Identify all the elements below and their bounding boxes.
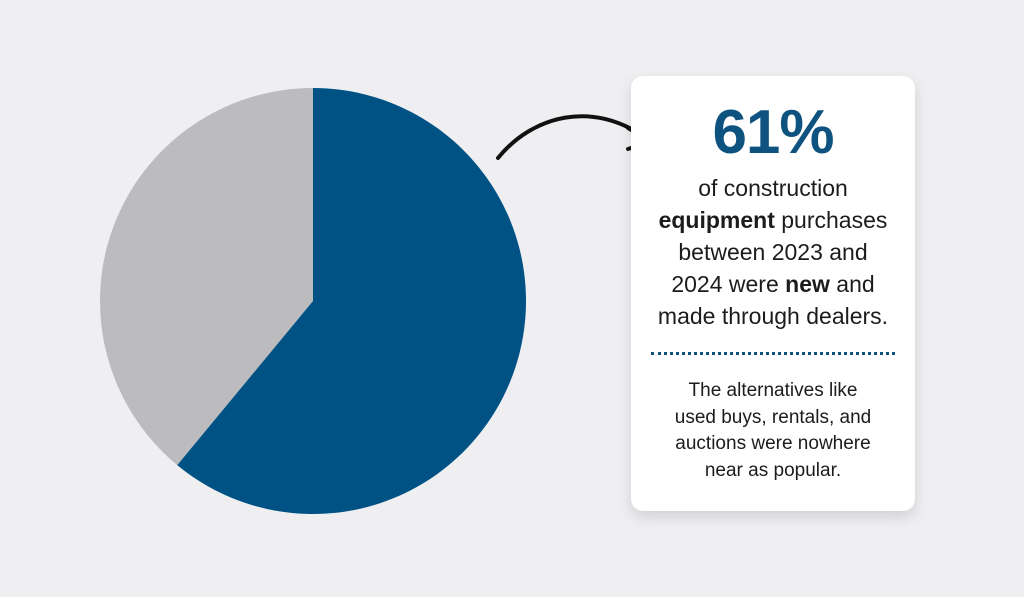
callout-main-text: of construction equipment purchases betw… bbox=[639, 172, 907, 332]
main-line-4: 2024 were new and bbox=[639, 268, 907, 300]
main-line-4-end: and bbox=[829, 271, 875, 297]
main-line-4-start: 2024 were bbox=[671, 271, 786, 297]
callout-card: 61% of construction equipment purchases … bbox=[631, 76, 915, 511]
pie-slice-new-dealer bbox=[177, 88, 526, 514]
headline-percent: 61% bbox=[712, 98, 834, 167]
main-line-5: made through dealers. bbox=[657, 303, 889, 329]
bold-equipment: equipment bbox=[658, 207, 775, 233]
bold-new: new bbox=[785, 271, 830, 297]
note-line-3: auctions were nowhere bbox=[675, 433, 871, 454]
pie-chart bbox=[100, 88, 526, 514]
note-line-4: near as popular. bbox=[704, 459, 842, 481]
pie-slice-remaining bbox=[100, 88, 313, 466]
main-line-1: of construction bbox=[698, 175, 848, 201]
callout-note: The alternatives like used buys, rentals… bbox=[655, 378, 891, 484]
main-line-2-rest: purchases bbox=[774, 207, 888, 233]
dotted-divider bbox=[651, 352, 895, 355]
main-line-3: between 2023 and bbox=[678, 239, 868, 265]
note-line-2: used buys, rentals, and bbox=[674, 406, 872, 428]
main-line-2: equipment purchases bbox=[639, 204, 907, 236]
note-line-1: The alternatives like bbox=[688, 380, 858, 401]
